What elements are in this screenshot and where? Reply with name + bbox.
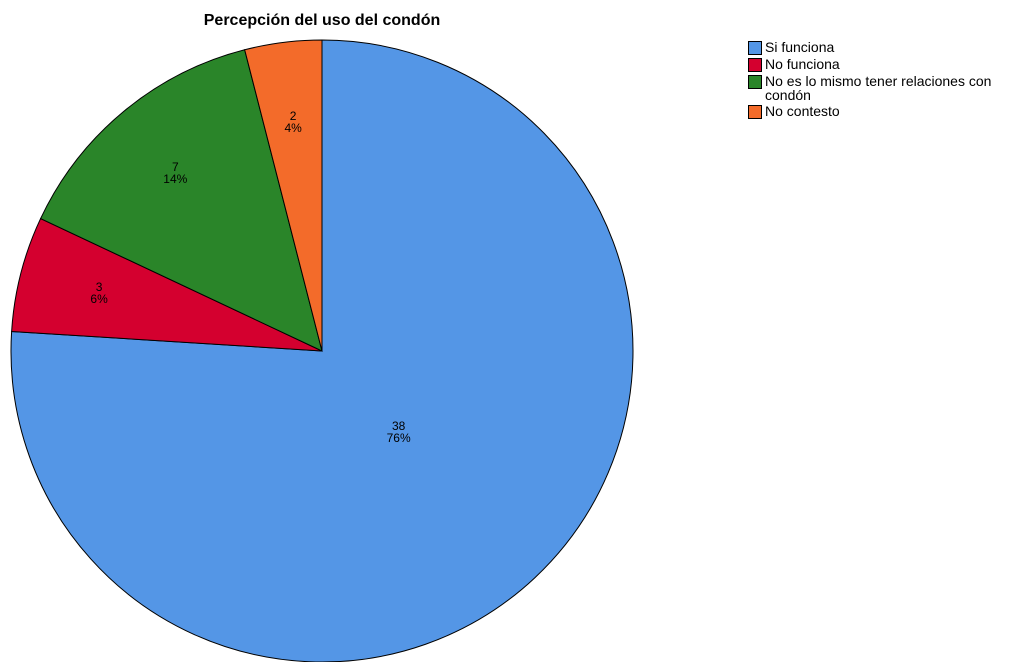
data-label: 76% [387, 431, 411, 445]
data-label: 38 [392, 419, 406, 433]
legend-item: Si funciona [748, 40, 1027, 55]
legend-swatch [748, 75, 762, 89]
legend-item: No contesto [748, 104, 1027, 119]
pie-slice [39, 49, 323, 352]
data-label: 4% [284, 121, 302, 135]
legend-swatch [748, 105, 762, 119]
legend-item: No funciona [748, 57, 1027, 72]
pie-slice [10, 39, 634, 662]
chart-title: Percepción del uso del condón [204, 12, 440, 29]
legend-label: Si funciona [765, 39, 835, 55]
data-label: 2 [290, 109, 297, 123]
data-label: 6% [90, 292, 108, 306]
data-label: 7 [172, 160, 179, 174]
legend: Si funciona No funciona No es lo mismo ten… [748, 40, 1027, 121]
legend-label: No funciona [765, 56, 840, 72]
legend-swatch [748, 41, 762, 55]
legend-label: No contesto [765, 103, 840, 119]
data-label: 3 [96, 280, 103, 294]
data-label: 14% [163, 172, 187, 186]
legend-label: No es lo mismo tener relaciones con cond… [765, 73, 992, 103]
legend-swatch [748, 58, 762, 72]
pie-slice [244, 39, 323, 352]
legend-item: No es lo mismo tener relaciones con cond… [748, 74, 1027, 102]
